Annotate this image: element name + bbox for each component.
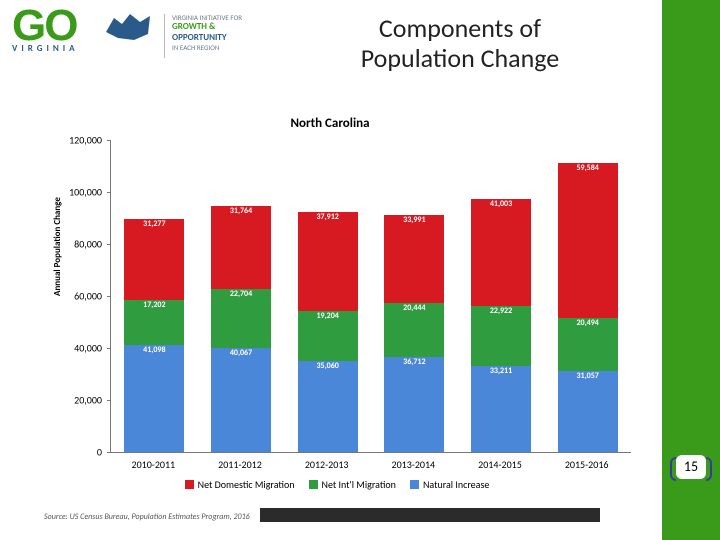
page-title: Components of Population Change bbox=[280, 14, 640, 74]
bar-value-label: 17,202 bbox=[124, 300, 184, 310]
logo-tagline: VIRGINIA INITIATIVE FOR GROWTH & OPPORTU… bbox=[172, 14, 242, 52]
bar-segment-dom bbox=[211, 206, 271, 289]
page-number: 15 bbox=[676, 455, 706, 479]
bar-value-label: 41,098 bbox=[124, 345, 184, 355]
y-tick: 120,000 bbox=[62, 134, 102, 147]
bar-value-label: 59,584 bbox=[558, 163, 618, 173]
chart-title: North Carolina bbox=[0, 116, 660, 131]
bar-segment-natural bbox=[298, 361, 358, 452]
y-tick: 0 bbox=[62, 446, 102, 459]
bar-value-label: 37,912 bbox=[298, 212, 358, 222]
y-tick: 60,000 bbox=[62, 290, 102, 303]
y-tick-mark bbox=[107, 244, 111, 245]
y-tick-mark bbox=[107, 348, 111, 349]
y-tick: 80,000 bbox=[62, 238, 102, 251]
x-tick: 2010-2011 bbox=[110, 458, 197, 471]
go-virginia-logo: GO VIRGINIA VIRGINIA INITIATIVE FOR GROW… bbox=[12, 8, 272, 64]
bar-value-label: 20,494 bbox=[558, 318, 618, 328]
source-note: Source: US Census Bureau, Population Est… bbox=[44, 512, 250, 522]
logo-main: GO bbox=[12, 8, 76, 43]
virginia-silhouette-icon bbox=[104, 8, 152, 44]
chart-legend: Net Domestic Migration Net Int'l Migratio… bbox=[0, 478, 660, 491]
bar-value-label: 36,712 bbox=[384, 357, 444, 367]
logo-divider bbox=[164, 14, 165, 58]
x-tick: 2013-2014 bbox=[370, 458, 457, 471]
x-tick: 2012-2013 bbox=[283, 458, 370, 471]
legend-swatch-int bbox=[309, 480, 318, 489]
legend-swatch-natural bbox=[410, 480, 419, 489]
bar-value-label: 40,067 bbox=[211, 348, 271, 358]
bar-value-label: 31,277 bbox=[124, 219, 184, 229]
y-tick: 100,000 bbox=[62, 186, 102, 199]
x-tick: 2011-2012 bbox=[197, 458, 284, 471]
bar-value-label: 20,444 bbox=[384, 303, 444, 313]
bar-segment-natural bbox=[384, 357, 444, 452]
y-tick-mark bbox=[107, 400, 111, 401]
bar-segment-dom bbox=[471, 199, 531, 306]
bar-segment-dom bbox=[298, 212, 358, 311]
bar-segment-natural bbox=[471, 366, 531, 452]
x-tick: 2015-2016 bbox=[543, 458, 630, 471]
legend-label-int: Net Int'l Migration bbox=[322, 478, 396, 491]
logo-tagline-bottom: IN EACH REGION bbox=[172, 44, 242, 52]
bottom-dark-strip bbox=[260, 508, 600, 522]
y-tick-mark bbox=[107, 452, 111, 453]
bar-value-label: 33,991 bbox=[384, 215, 444, 225]
bar-value-label: 33,211 bbox=[471, 366, 531, 376]
bar-segment-dom bbox=[384, 215, 444, 303]
legend-label-dom: Net Domestic Migration bbox=[198, 478, 295, 491]
bar-segment-natural bbox=[124, 345, 184, 452]
bar-value-label: 22,922 bbox=[471, 306, 531, 316]
title-line-1: Components of bbox=[379, 12, 541, 44]
bar-segment-dom bbox=[124, 219, 184, 300]
title-line-2: Population Change bbox=[361, 42, 559, 74]
bar-segment-natural bbox=[211, 348, 271, 452]
bar-value-label: 31,764 bbox=[211, 206, 271, 216]
bar-value-label: 19,204 bbox=[298, 311, 358, 321]
legend-swatch-dom bbox=[185, 480, 194, 489]
plot-region: 41,098 17,202 31,277 40,067 22,704 31,764 35,0… bbox=[110, 140, 631, 453]
y-tick-mark bbox=[107, 296, 111, 297]
x-tick: 2014-2015 bbox=[457, 458, 544, 471]
y-tick-mark bbox=[107, 140, 111, 141]
y-tick-mark bbox=[107, 192, 111, 193]
bar-segment-dom bbox=[558, 163, 618, 318]
y-tick: 20,000 bbox=[62, 394, 102, 407]
bar-value-label: 41,003 bbox=[471, 199, 531, 209]
bar-value-label: 35,060 bbox=[298, 361, 358, 371]
bar-segment-natural bbox=[558, 371, 618, 452]
y-tick: 40,000 bbox=[62, 342, 102, 355]
chart-area: 41,098 17,202 31,277 40,067 22,704 31,764 35,0… bbox=[110, 140, 630, 452]
legend-label-natural: Natural Increase bbox=[423, 478, 489, 491]
bar-value-label: 22,704 bbox=[211, 289, 271, 299]
bar-value-label: 31,057 bbox=[558, 371, 618, 381]
